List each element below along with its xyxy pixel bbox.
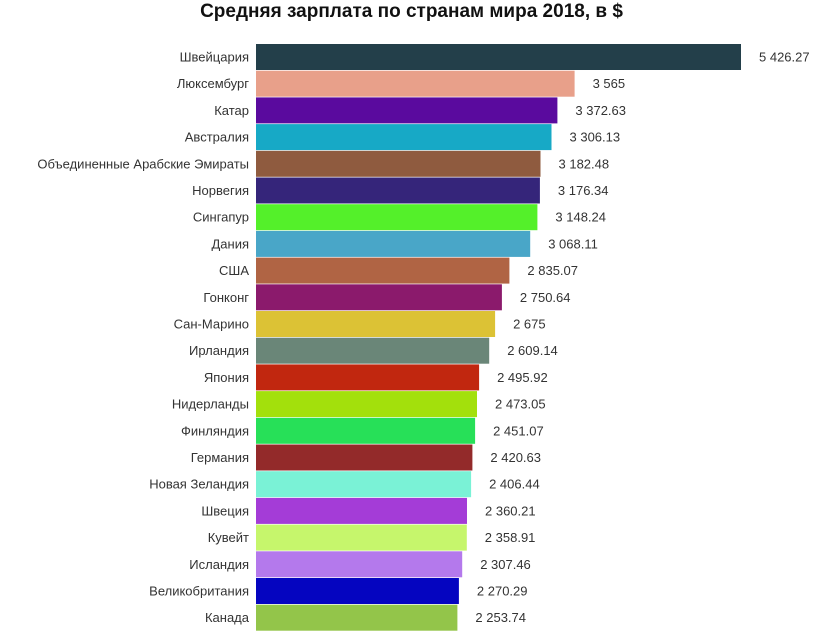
value-label-13: 2 473.05 (495, 397, 546, 412)
bar-5 (256, 177, 540, 204)
value-label-7: 3 068.11 (548, 236, 598, 251)
category-label-0: Швейцария (180, 50, 249, 65)
bar-19 (256, 551, 463, 578)
bar-16 (256, 471, 472, 498)
value-label-2: 3 372.63 (575, 103, 626, 118)
value-label-21: 2 253.74 (475, 610, 526, 625)
category-label-17: Швеция (201, 503, 249, 518)
category-label-11: Ирландия (189, 343, 249, 358)
category-label-6: Сингапур (193, 210, 249, 225)
bar-10 (256, 311, 496, 337)
category-label-14: Финляндия (181, 423, 249, 438)
bar-11 (256, 337, 490, 364)
value-label-15: 2 420.63 (490, 450, 541, 465)
value-label-3: 3 306.13 (570, 130, 621, 145)
bar-15 (256, 444, 473, 471)
value-label-6: 3 148.24 (555, 210, 606, 225)
value-label-14: 2 451.07 (493, 423, 544, 438)
bar-0 (256, 44, 741, 70)
chart-title: Средняя зарплата по странам мира 2018, в… (200, 1, 623, 22)
value-label-20: 2 270.29 (477, 584, 528, 599)
value-label-5: 3 176.34 (558, 183, 609, 198)
category-label-8: США (219, 263, 249, 278)
bar-18 (256, 524, 467, 551)
category-label-19: Исландия (189, 557, 249, 572)
category-label-20: Великобритания (149, 584, 249, 599)
category-label-13: Нидерланды (172, 397, 249, 412)
bar-12 (256, 364, 480, 391)
value-label-17: 2 360.21 (485, 503, 536, 518)
category-label-18: Кувейт (208, 530, 249, 545)
bars-group: Швейцария 5 426.27 Люксембург 3 565 Катар 3 3… (37, 44, 810, 631)
value-label-18: 2 358.91 (485, 530, 536, 545)
category-label-3: Австралия (185, 130, 249, 145)
bar-9 (256, 284, 502, 311)
bar-3 (256, 124, 552, 151)
value-label-16: 2 406.44 (489, 477, 540, 492)
category-label-10: Сан-Марино (174, 317, 249, 332)
category-label-12: Япония (204, 370, 249, 385)
value-label-9: 2 750.64 (520, 290, 571, 305)
category-label-21: Канада (205, 610, 250, 625)
bar-17 (256, 497, 467, 524)
value-label-11: 2 609.14 (507, 343, 558, 358)
value-label-4: 3 182.48 (559, 156, 610, 171)
bar-6 (256, 204, 538, 231)
bar-8 (256, 257, 510, 284)
category-label-9: Гонконг (203, 290, 249, 305)
value-label-1: 3 565 (593, 76, 626, 91)
category-label-16: Новая Зеландия (149, 477, 249, 492)
category-label-5: Норвегия (192, 183, 249, 198)
value-label-10: 2 675 (513, 317, 546, 332)
bar-14 (256, 417, 476, 444)
category-label-15: Германия (191, 450, 249, 465)
bar-1 (256, 70, 575, 97)
bar-13 (256, 391, 477, 418)
category-label-7: Дания (211, 236, 249, 251)
category-label-1: Люксембург (177, 76, 249, 91)
value-label-0: 5 426.27 (759, 50, 810, 65)
bar-21 (256, 604, 458, 631)
value-label-8: 2 835.07 (527, 263, 578, 278)
category-label-2: Катар (214, 103, 249, 118)
bar-4 (256, 150, 541, 177)
value-label-19: 2 307.46 (480, 557, 531, 572)
bar-20 (256, 578, 459, 604)
bar-7 (256, 230, 531, 257)
bar-2 (256, 97, 558, 124)
category-label-4: Объединенные Арабские Эмираты (37, 156, 249, 171)
value-label-12: 2 495.92 (497, 370, 548, 385)
